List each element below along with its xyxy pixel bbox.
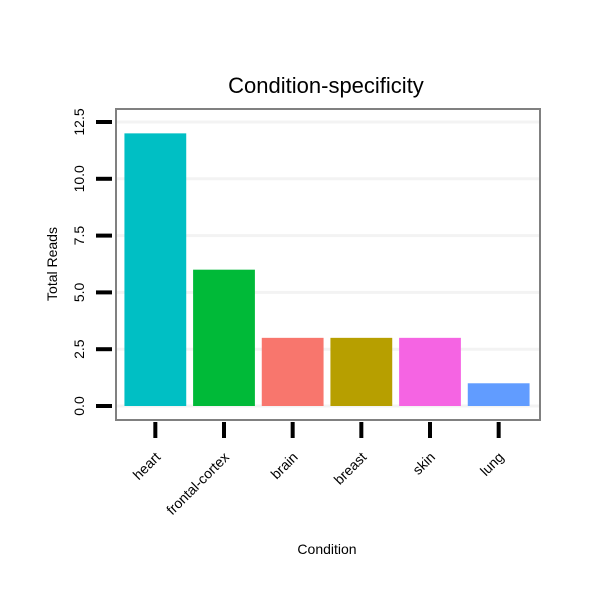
x-tick-label: heart <box>130 449 164 483</box>
x-axis-ticks: heart frontal-cortex brain breast skin lung <box>130 422 507 518</box>
y-tick-label: 0.0 <box>71 396 87 416</box>
y-tick-label: 2.5 <box>71 339 87 359</box>
y-tick-label: 12.5 <box>71 108 87 135</box>
bar-breast <box>330 337 393 406</box>
bar-brain <box>261 337 324 406</box>
bar-frontal-cortex <box>193 269 255 406</box>
x-tick-label: skin <box>409 449 438 478</box>
bar-heart <box>124 133 187 407</box>
y-tick-label: 10.0 <box>71 165 87 192</box>
y-axis-title: Total Reads <box>44 227 60 301</box>
bars <box>124 133 530 407</box>
x-tick-label: breast <box>331 449 370 488</box>
x-axis-title: Condition <box>297 541 356 557</box>
bar-lung <box>467 383 530 406</box>
x-tick-label: brain <box>267 449 300 482</box>
bar-skin <box>399 337 461 406</box>
plot-panel-border <box>115 108 541 421</box>
y-axis-ticks: 0.0 2.5 5.0 7.5 10.0 12.5 <box>71 108 112 416</box>
y-tick-label: 7.5 <box>71 226 87 246</box>
x-tick-label: frontal-cortex <box>163 449 232 518</box>
x-tick-label: lung <box>477 449 507 479</box>
y-tick-label: 5.0 <box>71 282 87 302</box>
chart-title: Condition-specificity <box>228 73 424 98</box>
